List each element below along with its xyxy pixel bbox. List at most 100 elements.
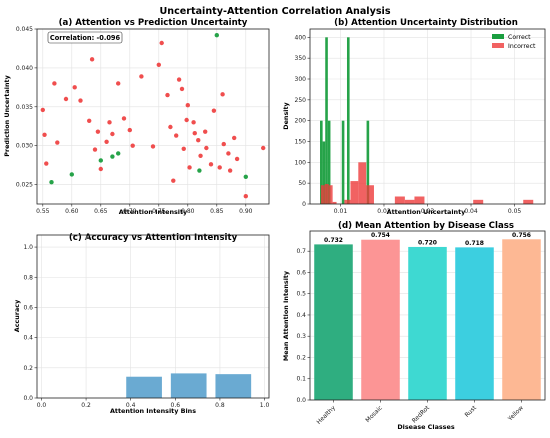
point-correct	[49, 180, 54, 185]
histogram-bar-incorrect	[473, 199, 484, 204]
panel-a-scatter: (a) Attention vs Prediction Uncertainty …	[3, 18, 270, 216]
point-correct	[243, 174, 248, 179]
x-tick-label: 0.4	[126, 402, 136, 409]
histogram-bar-incorrect	[324, 184, 329, 204]
histogram-bar-incorrect	[328, 185, 333, 204]
legend-incorrect-swatch	[492, 43, 504, 48]
point-incorrect	[168, 124, 173, 130]
point-incorrect	[185, 103, 190, 108]
point-incorrect	[116, 81, 121, 86]
accuracy-bar	[126, 376, 162, 398]
panel-b-bars	[320, 37, 534, 205]
x-tick-label: Rust	[464, 404, 479, 419]
correlation-annotation: Correlation: -0.096	[50, 34, 121, 42]
panel-c-xlabel: Attention Intensity Bins	[110, 407, 196, 415]
y-tick-label: 0.6	[296, 269, 306, 276]
point-incorrect	[150, 144, 156, 149]
point-incorrect	[165, 92, 170, 98]
y-tick-label: 150	[295, 139, 307, 146]
panel-a-title: (a) Attention vs Prediction Uncertainty	[59, 18, 248, 28]
x-tick-label: 0.05	[508, 208, 522, 215]
histogram-bar-incorrect	[344, 199, 351, 204]
panel-b-grid	[310, 29, 545, 205]
panel-a-points	[40, 33, 266, 199]
x-tick-label: 0.90	[239, 208, 253, 215]
panel-d-x-ticks: Healthy Mosaic RedRot Rust Yellow	[316, 400, 525, 426]
histogram-bar-correct	[366, 120, 370, 204]
legend-incorrect-label: Incorrect	[508, 43, 536, 50]
panel-d-xlabel: Disease Classes	[397, 423, 454, 431]
point-incorrect	[78, 98, 83, 103]
legend-correct-label: Correct	[508, 34, 531, 41]
histogram-bar-correct	[341, 120, 345, 204]
x-tick-label: 0.70	[123, 208, 137, 215]
x-tick-label: 0.60	[65, 208, 79, 215]
x-tick-label: Healthy	[316, 404, 338, 426]
y-tick-label: 0.035	[16, 104, 33, 111]
histogram-bar-correct	[322, 141, 326, 204]
histogram-bar-incorrect	[320, 185, 325, 204]
point-incorrect	[221, 141, 226, 147]
x-tick-label: 0.04	[464, 208, 478, 215]
panel-c-ylabel: Accuracy	[13, 299, 21, 332]
x-tick-label: 0.75	[152, 208, 166, 215]
point-incorrect	[187, 165, 192, 170]
point-incorrect	[232, 135, 237, 141]
panel-c-y-ticks: 0.0 0.2 0.4 0.6 0.8 1.0	[23, 244, 37, 402]
panel-b-frame	[309, 28, 546, 205]
panel-a-xlabel: Attention Intensity	[119, 208, 188, 216]
panel-b-x-ticks: 0.01 0.02 0.03 0.04 0.05	[334, 204, 522, 215]
x-tick-label: Mosaic	[364, 404, 384, 424]
legend-correct-swatch	[492, 34, 504, 39]
histogram-bar-correct	[320, 120, 323, 204]
point-incorrect	[208, 162, 214, 167]
point-incorrect	[198, 153, 203, 158]
point-correct	[69, 172, 75, 177]
point-incorrect	[121, 116, 127, 121]
point-incorrect	[63, 96, 69, 102]
point-correct	[197, 168, 202, 173]
y-tick-label: 300	[295, 76, 307, 83]
y-tick-label: 0.025	[16, 182, 33, 189]
panel-a-x-ticks: 0.55 0.60 0.65 0.70 0.75 0.80 0.85 0.90	[36, 204, 253, 215]
histogram-bar-correct	[327, 120, 331, 204]
point-incorrect	[243, 194, 248, 199]
histogram-bar-incorrect	[358, 162, 367, 204]
histogram-bar-incorrect	[523, 199, 534, 204]
point-incorrect	[52, 81, 57, 86]
bar-healthy	[314, 244, 353, 400]
x-tick-label: 0.2	[81, 402, 91, 409]
x-tick-label: 1.0	[260, 402, 270, 409]
point-incorrect	[92, 147, 98, 152]
point-incorrect	[156, 62, 161, 67]
point-incorrect	[179, 86, 185, 92]
y-tick-label: 200	[295, 118, 307, 125]
y-tick-label: 0.4	[23, 335, 33, 342]
y-tick-label: 0.0	[296, 397, 306, 404]
panel-a-y-ticks: 0.025 0.030 0.035 0.040 0.045	[16, 26, 37, 189]
panel-a-ylabel: Prediction Uncertainty	[3, 74, 11, 156]
point-incorrect	[127, 127, 132, 133]
value-label: 0.718	[465, 240, 484, 247]
correlation-box	[47, 31, 123, 44]
histogram-bar-correct	[346, 37, 350, 205]
point-incorrect	[211, 108, 217, 113]
y-tick-label: 0.2	[23, 365, 33, 372]
point-incorrect	[98, 166, 104, 172]
point-incorrect	[139, 74, 144, 79]
panel-b-histogram: (b) Attention Uncertainty Distribution 0…	[282, 18, 546, 216]
bar-rust	[455, 247, 494, 400]
point-incorrect	[40, 107, 45, 113]
value-label: 0.720	[418, 239, 437, 246]
y-tick-label: 250	[295, 97, 307, 104]
x-tick-label: 0.55	[36, 208, 50, 215]
point-correct	[214, 33, 219, 38]
point-incorrect	[44, 161, 49, 166]
point-incorrect	[227, 168, 233, 173]
x-tick-label: 0.01	[334, 208, 348, 215]
point-incorrect	[110, 131, 115, 137]
x-tick-label: 0.02	[377, 208, 391, 215]
y-tick-label: 350	[295, 55, 307, 62]
x-tick-label: 0.8	[215, 402, 225, 409]
